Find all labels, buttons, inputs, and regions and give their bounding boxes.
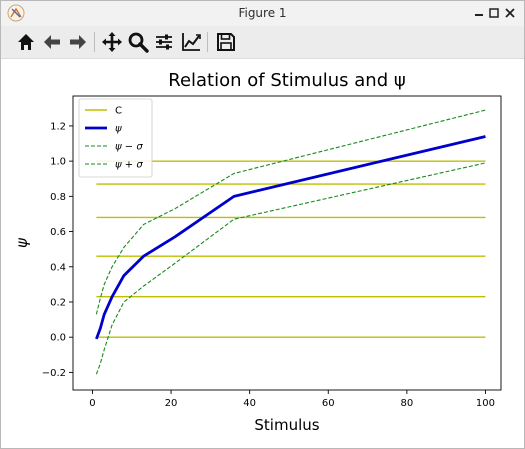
pan-icon[interactable] [101, 31, 123, 53]
toolbar-separator [207, 32, 208, 52]
toolbar-separator [94, 32, 95, 52]
legend-label: ψ + σ [115, 160, 143, 171]
x-tick-label: 80 [401, 398, 414, 409]
x-tick-label: 60 [322, 398, 335, 409]
series-group [95, 109, 486, 375]
x-tick-label: 0 [89, 398, 95, 409]
psi-minus-sigma-line [95, 162, 486, 375]
save-icon[interactable] [215, 31, 237, 53]
maximize-icon[interactable] [486, 5, 502, 21]
y-tick-label: 0.8 [50, 192, 66, 203]
configure-subplots-icon[interactable] [153, 31, 175, 53]
axes-group: 0 20 40 60 80 100 −0.2 0.0 0.2 0.4 0.6 0.8 1.0 1.2 [42, 95, 502, 409]
legend-label: ψ [115, 124, 122, 135]
chart-title: Relation of Stimulus and ψ [168, 70, 405, 91]
c-lines-group [96, 160, 486, 338]
figure-canvas: Relation of Stimulus and ψ Stimulus ψ 0 2… [1, 59, 524, 448]
close-icon[interactable] [502, 5, 518, 21]
y-axis-title: ψ [13, 237, 31, 248]
y-tick-label: −0.2 [42, 368, 66, 379]
x-tick-label: 20 [165, 398, 178, 409]
x-axis-title: Stimulus [254, 416, 319, 434]
psi-line [95, 135, 486, 340]
window-title: Figure 1 [238, 6, 287, 20]
line-chart[interactable]: Relation of Stimulus and ψ Stimulus ψ 0 2… [1, 59, 524, 448]
back-arrow-icon[interactable] [41, 31, 63, 53]
y-tick-label: 0.0 [50, 333, 66, 344]
legend: Cψ ψ − σ ψ + σ [78, 98, 153, 178]
zoom-icon[interactable] [127, 31, 149, 53]
y-tick-label: 1.0 [50, 157, 66, 168]
navigation-toolbar [1, 26, 524, 59]
edit-axis-icon[interactable] [180, 31, 202, 53]
x-tick-label: 100 [476, 398, 495, 409]
plot-frame [72, 95, 502, 391]
psi-plus-sigma-line [95, 109, 486, 315]
y-tick-label: 1.2 [50, 121, 66, 132]
legend-label: C [115, 106, 122, 117]
y-tick-label: 0.4 [50, 262, 66, 273]
y-tick-label: 0.6 [50, 227, 66, 238]
minimize-icon[interactable] [471, 5, 487, 21]
legend-box [78, 98, 153, 178]
home-icon[interactable] [15, 31, 37, 53]
x-tick-label: 40 [243, 398, 256, 409]
forward-arrow-icon[interactable] [67, 31, 89, 53]
legend-label: ψ − σ [115, 142, 143, 153]
app-icon [7, 4, 25, 22]
y-tick-label: 0.2 [50, 297, 66, 308]
title-bar: Figure 1 [1, 1, 524, 26]
